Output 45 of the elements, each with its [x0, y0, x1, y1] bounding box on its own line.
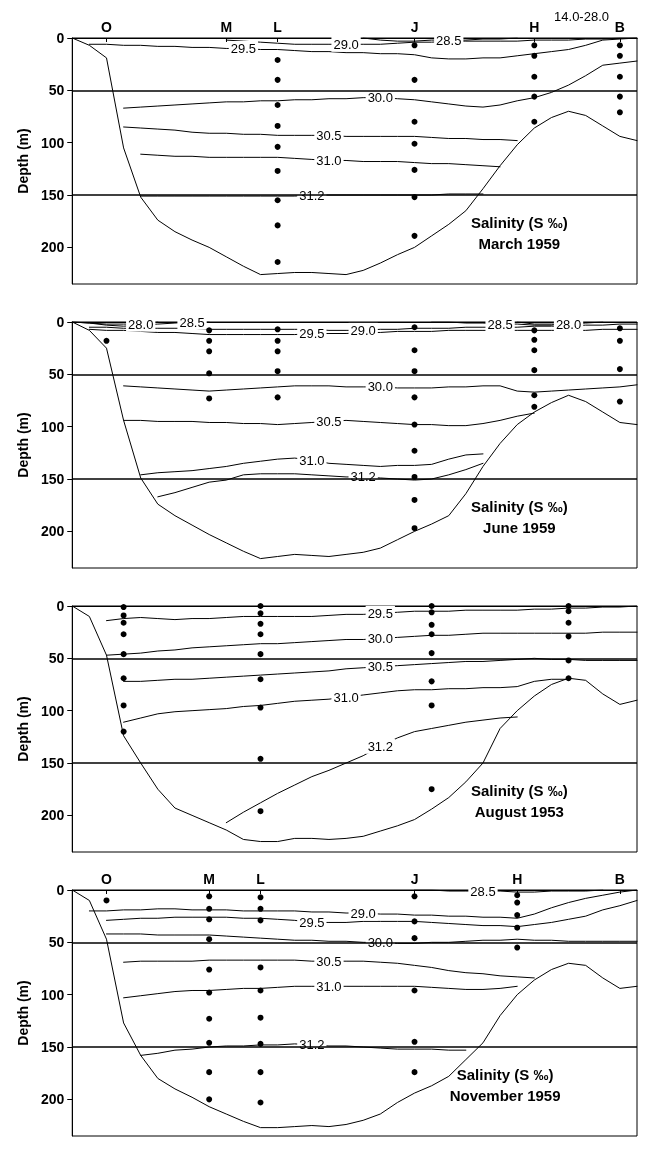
y-tick-label: 150	[40, 755, 65, 772]
text: November 1959	[449, 1087, 561, 1104]
x-tick-label: J	[410, 871, 419, 887]
text: June 1959	[483, 519, 556, 536]
y-tick-label: 200	[40, 523, 65, 540]
x-tick-label: H	[512, 871, 523, 887]
text: Salinity (S ‰)	[456, 1066, 554, 1083]
y-tick-label: 150	[40, 1039, 65, 1056]
x-tick-label: B	[614, 871, 625, 887]
y-tick-label: 200	[40, 1091, 65, 1108]
x-tick-label: H	[529, 19, 540, 35]
x-tick-label: B	[614, 19, 625, 35]
y-tick-label: 200	[40, 239, 65, 256]
y-tick-label: 0	[56, 882, 65, 898]
x-tick-label: M	[203, 871, 215, 887]
x-tick-label: L	[273, 19, 283, 35]
y-axis-title: Depth (m)	[15, 412, 31, 478]
y-tick-label: 0	[56, 30, 65, 46]
text: Salinity (S ‰)	[470, 214, 568, 231]
x-tick-label: M	[220, 19, 233, 35]
y-tick-label: 50	[48, 934, 65, 951]
y-tick-label: 50	[48, 650, 65, 667]
x-tick-label: O	[101, 19, 113, 35]
text: Salinity (S ‰)	[470, 782, 568, 799]
y-tick-label: 0	[56, 598, 65, 614]
y-axis-title: Depth (m)	[15, 980, 31, 1046]
y-tick-label: 100	[40, 418, 65, 435]
y-tick-label: 50	[48, 82, 65, 99]
y-axis-title: Depth (m)	[15, 128, 31, 194]
y-tick-label: 200	[40, 807, 65, 824]
y-tick-label: 100	[40, 986, 65, 1003]
x-tick-label: L	[256, 871, 266, 887]
text: Salinity (S ‰)	[470, 498, 568, 515]
text: March 1959	[478, 235, 561, 252]
text: 14.0-28.0	[554, 9, 609, 24]
text: August 1953	[474, 803, 564, 820]
y-tick-label: 150	[40, 187, 65, 204]
x-tick-label: J	[410, 19, 419, 35]
y-tick-label: 50	[48, 366, 65, 383]
y-tick-label: 150	[40, 471, 65, 488]
y-tick-label: 100	[40, 702, 65, 719]
y-tick-label: 0	[56, 314, 65, 330]
x-tick-label: O	[101, 871, 113, 887]
y-tick-label: 100	[40, 134, 65, 151]
y-axis-title: Depth (m)	[15, 696, 31, 762]
